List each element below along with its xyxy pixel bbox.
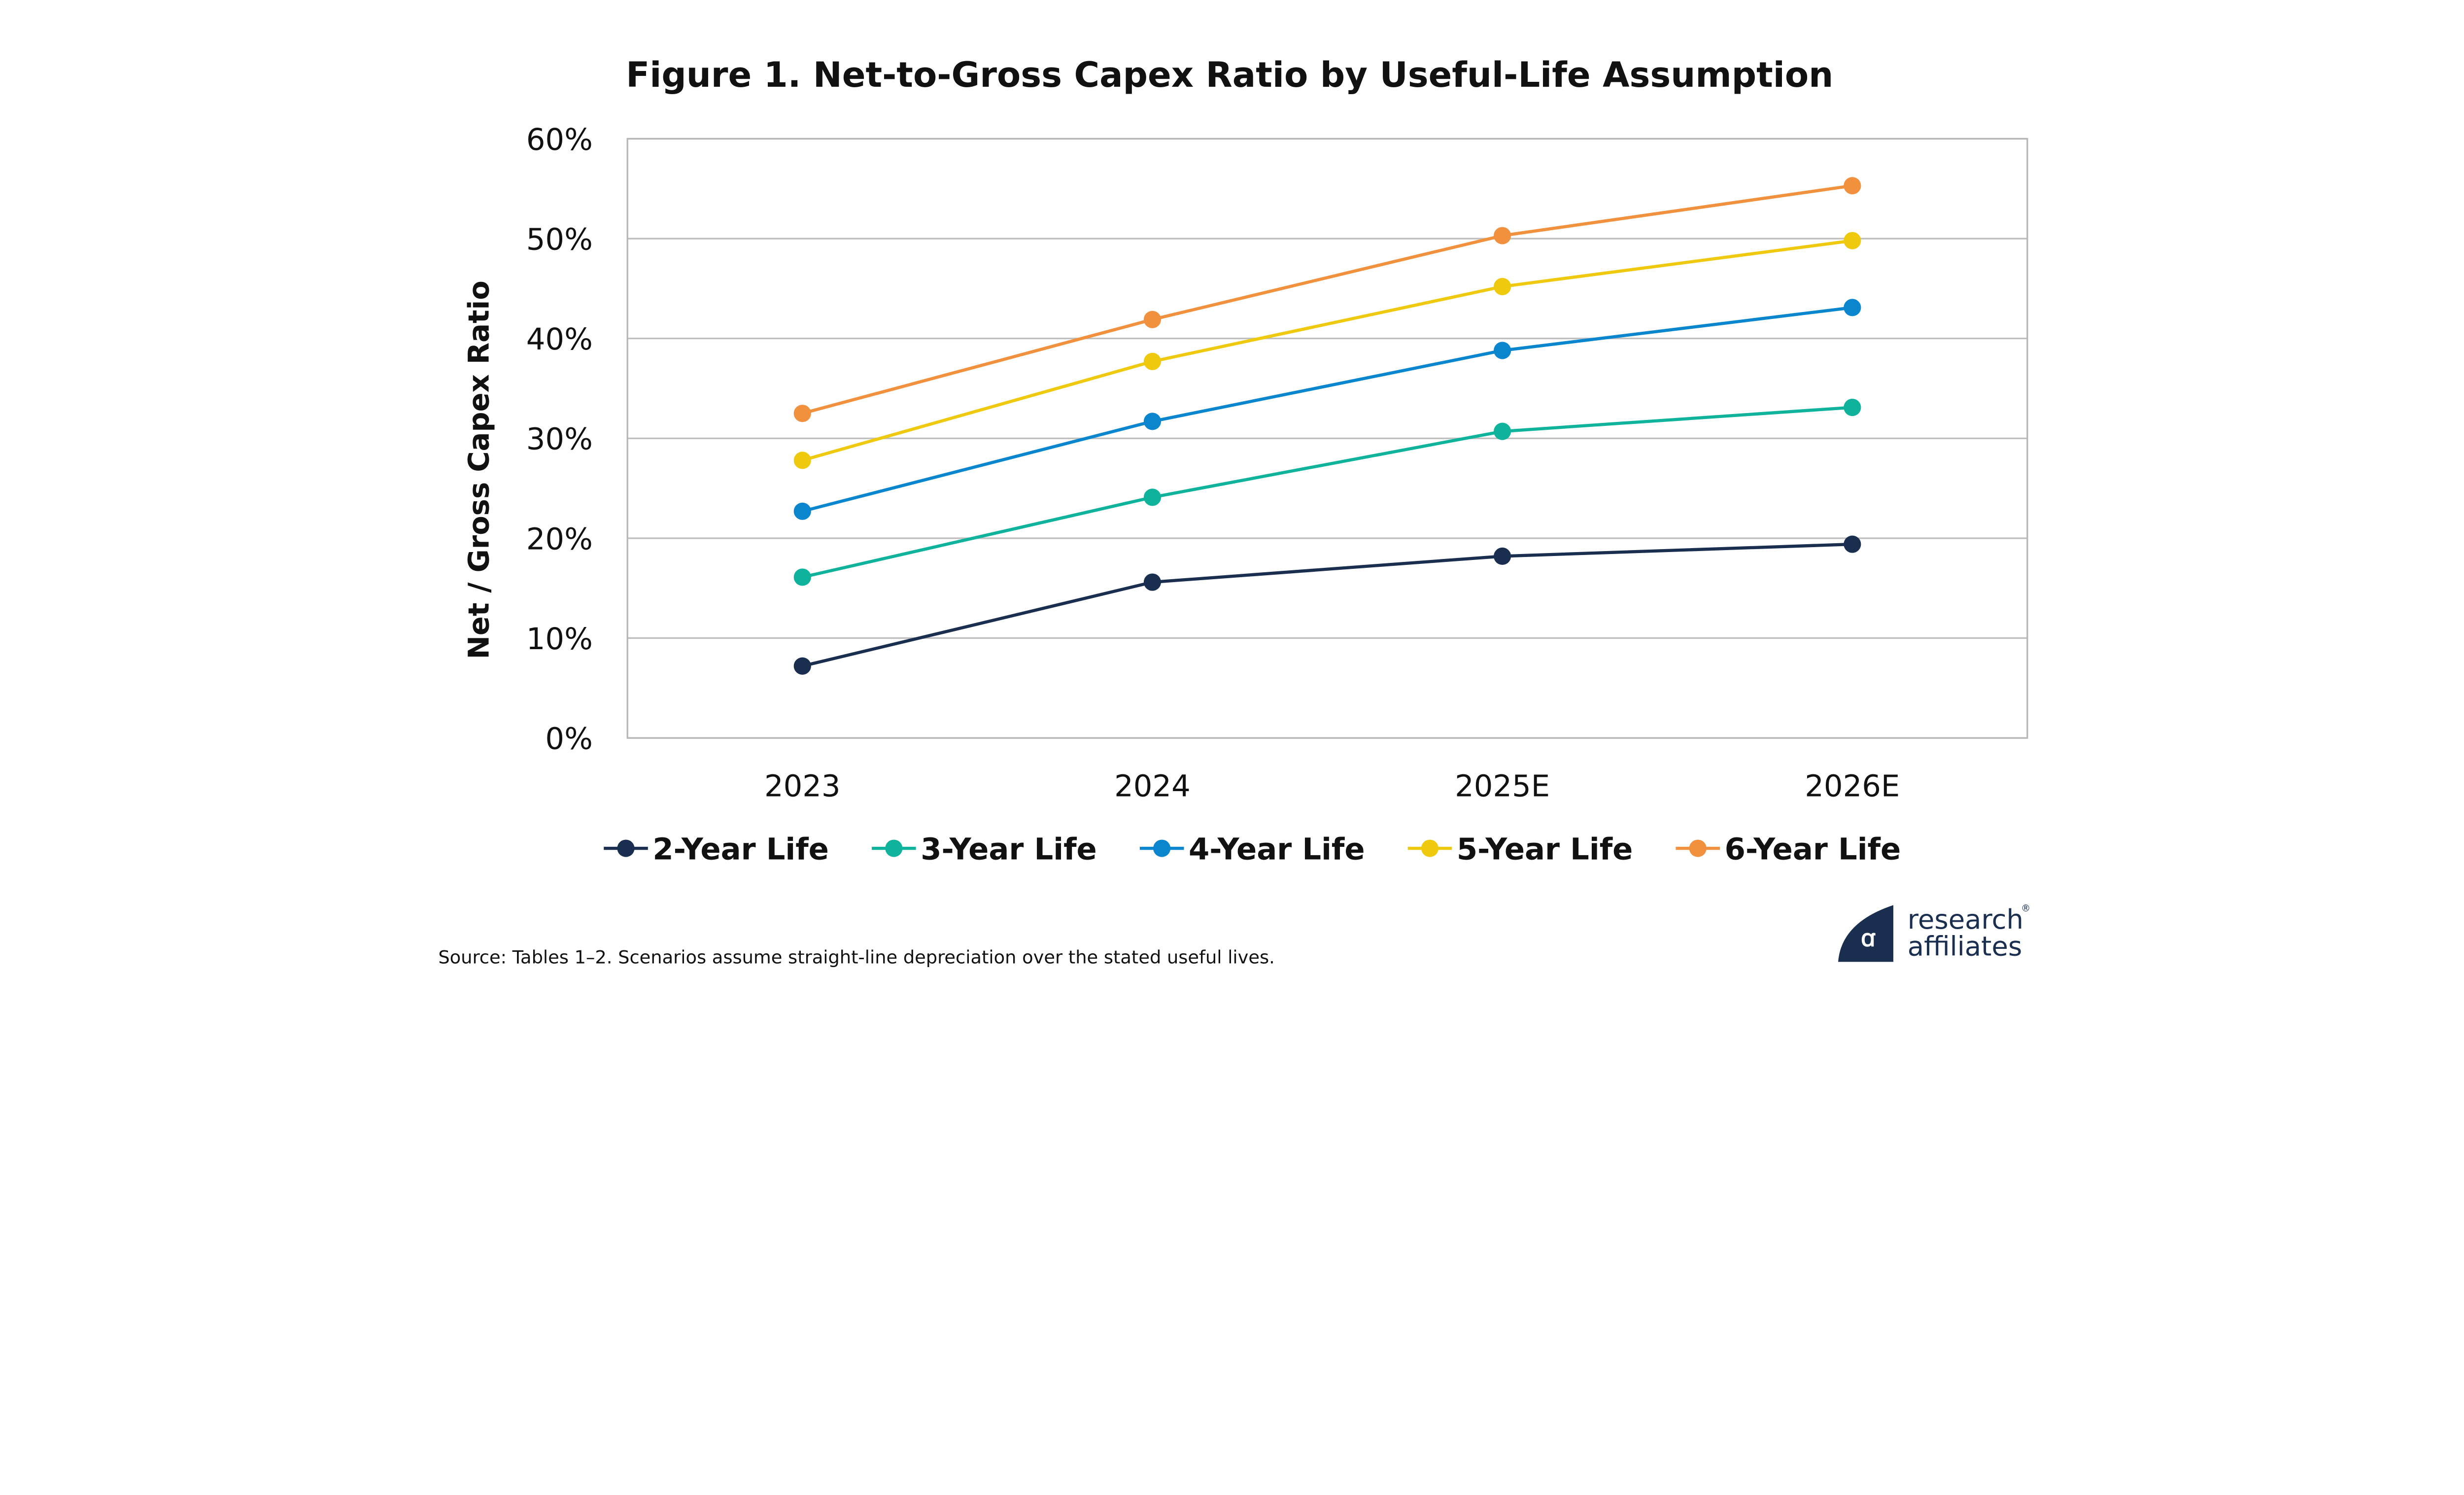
legend-item: 3-Year Life [872,832,1097,867]
legend-label: 4-Year Life [1189,832,1365,867]
series-line [802,184,1853,415]
data-point [1844,299,1861,316]
research-affiliates-logo: ꭤ research affiliates ® [1838,903,2030,962]
y-tick-label: 30% [526,422,593,457]
y-tick-label: 50% [526,223,593,257]
x-tick-label: 2024 [1114,769,1191,803]
legend-label: 5-Year Life [1457,832,1633,867]
series-line [802,406,1853,579]
data-point [1494,278,1511,295]
y-tick-labels: 0% 10% 20% 30% 40% 50% 60% [526,123,593,757]
y-tick-label: 60% [526,123,593,157]
source-note: Source: Tables 1–2. Scenarios assume str… [438,947,1275,968]
data-point [1844,177,1861,195]
data-point [1143,352,1162,370]
series-2-year-life [793,535,1861,675]
data-point [1844,535,1861,553]
logo-monogram: ꭤ [1861,924,1876,952]
data-point [1494,342,1511,359]
x-tick-label: 2023 [764,769,841,803]
legend-marker [885,839,903,857]
legend-label: 6-Year Life [1725,832,1901,867]
logo-registered-mark: ® [2021,903,2030,914]
x-tick-labels: 2023 2024 2025E 2026E [764,769,1900,803]
data-point [1143,573,1162,591]
y-tick-label: 20% [526,522,593,556]
series-4-year-life [793,299,1861,520]
legend-item: 6-Year Life [1676,832,1901,867]
x-tick-label: 2025E [1455,769,1550,803]
logo-line1: research [1908,904,2023,935]
data-point [1844,232,1861,249]
data-point [793,657,811,675]
series-6-year-life [793,177,1861,422]
data-point [1143,311,1162,328]
data-point [1143,413,1162,430]
legend-item: 5-Year Life [1407,832,1633,867]
legend-marker [1153,839,1171,857]
data-point [1143,488,1162,506]
series-line [802,542,1852,668]
legend-marker [1689,839,1707,857]
y-tick-label: 0% [545,722,592,757]
data-point [1844,398,1861,417]
data-point [793,568,811,586]
grid [627,138,2027,739]
legend-item: 2-Year Life [604,832,829,867]
y-tick-label: 10% [526,622,593,657]
series-5-year-life [793,232,1861,469]
data-point [1494,227,1511,244]
legend-label: 2-Year Life [652,832,829,867]
series-line [802,306,1853,513]
logo-line2: affiliates [1908,931,2022,962]
series-group [793,177,1861,675]
y-tick-label: 40% [526,322,593,357]
x-tick-label: 2026E [1805,769,1900,803]
legend: 2-Year Life 3-Year Life 4-Year Life 5-Year … [604,832,1901,867]
legend-marker [617,839,635,857]
data-point [793,502,811,520]
series-line [802,239,1853,462]
y-axis-label: Net / Gross Capex Ratio [463,280,496,659]
series-3-year-life [793,398,1861,586]
legend-item: 4-Year Life [1139,832,1365,867]
chart-title: Figure 1. Net-to-Gross Capex Ratio by Us… [626,55,1833,95]
data-point [793,405,811,422]
logo-mark-shape [1838,905,1893,962]
chart: Figure 1. Net-to-Gross Capex Ratio by Us… [438,55,2030,968]
legend-label: 3-Year Life [921,832,1097,867]
legend-marker [1421,839,1439,857]
data-point [1494,547,1511,565]
data-point [1494,422,1511,440]
data-point [793,452,811,469]
plot-border [626,138,2028,739]
